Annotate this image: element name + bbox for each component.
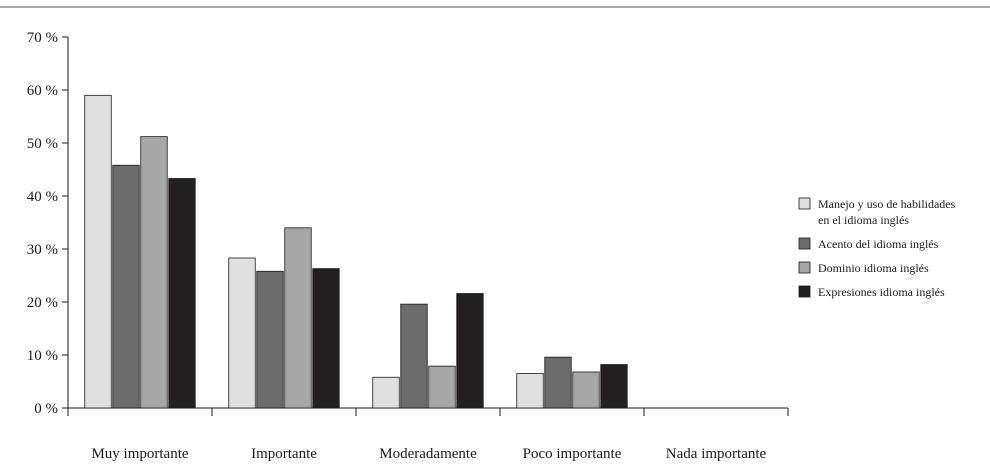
y-tick-label: 50 %	[27, 136, 58, 152]
bar	[572, 371, 600, 409]
y-tick-label: 20 %	[27, 295, 58, 311]
category-label: Poco importante	[523, 446, 622, 462]
bar	[400, 303, 428, 409]
y-tick-label: 40 %	[27, 189, 58, 205]
bar	[112, 164, 140, 409]
legend: Manejo y uso de habilidades en el idioma …	[798, 197, 956, 299]
bar	[428, 365, 456, 409]
bar	[600, 364, 628, 409]
y-tick-label: 10 %	[27, 348, 58, 364]
y-tick-label: 70 %	[27, 30, 58, 46]
bar	[168, 178, 196, 409]
legend-swatch	[798, 285, 811, 298]
bar	[84, 94, 112, 409]
bar	[372, 376, 400, 409]
legend-label: Acento del idioma inglés	[818, 237, 939, 251]
category-label: Nada importante	[666, 446, 767, 462]
category-label: Muy importante	[91, 446, 188, 462]
bar	[140, 136, 168, 409]
bar	[456, 293, 484, 409]
legend-swatch	[798, 197, 811, 210]
legend-swatch	[798, 261, 811, 274]
legend-label: Manejo y uso de habilidades	[818, 197, 956, 211]
bar	[516, 373, 544, 409]
bar	[256, 270, 284, 409]
bar	[312, 268, 340, 409]
legend-swatch	[798, 237, 811, 250]
category-label: Moderadamente	[379, 446, 477, 462]
bar	[228, 257, 256, 409]
bar	[544, 356, 572, 409]
legend-label: Dominio idioma inglés	[818, 261, 929, 275]
axes: 0 % 10 % 20 % 30 % 40 % 50 % 60 % 70 % Muy impor…	[27, 30, 789, 462]
bar	[284, 227, 312, 409]
y-tick-label: 30 %	[27, 242, 58, 258]
legend-label: Expresiones idioma inglés	[818, 285, 945, 299]
bars	[84, 94, 628, 409]
category-label: Importante	[251, 446, 317, 462]
y-tick-label: 0 %	[34, 401, 58, 417]
legend-label: en el idioma inglés	[818, 213, 909, 227]
y-tick-label: 60 %	[27, 83, 58, 99]
